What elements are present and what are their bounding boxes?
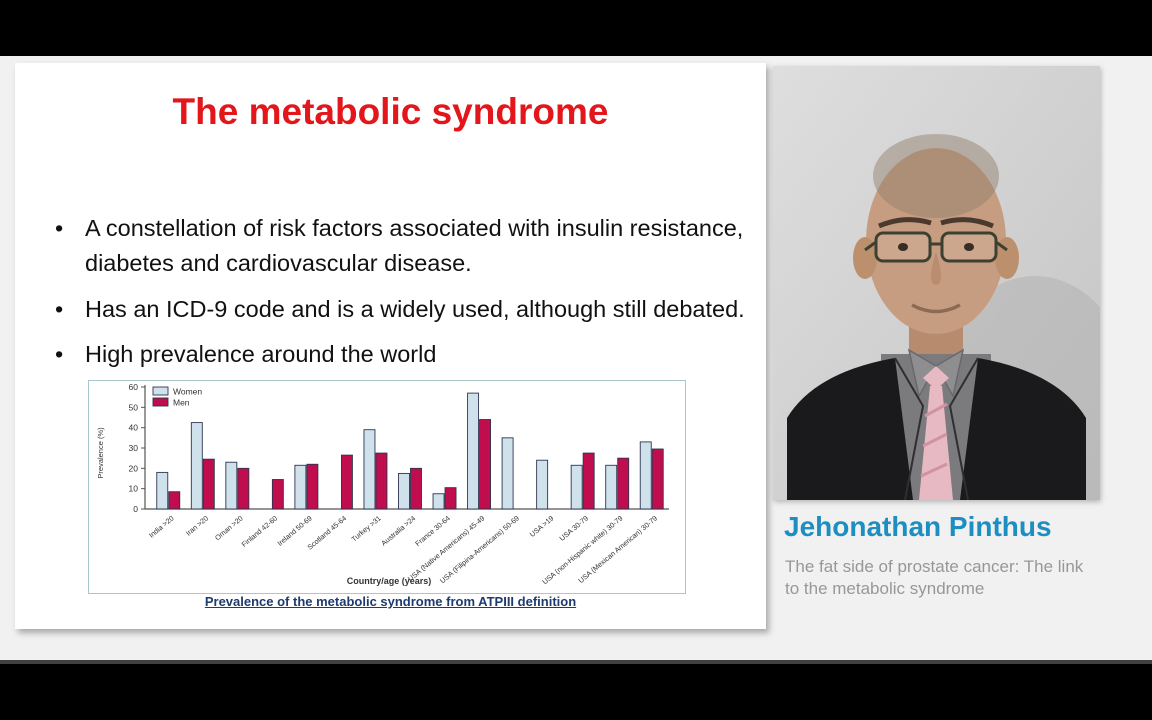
svg-text:50: 50 <box>129 402 139 412</box>
bottom-divider <box>0 660 1152 664</box>
presentation-slide: The metabolic syndrome A constellation o… <box>15 63 766 629</box>
bar-chart: 0 10 20 30 40 50 60 Prevalence (%) India >20 Iran… <box>96 382 669 586</box>
svg-text:0: 0 <box>133 504 138 514</box>
top-letterbox-bar <box>0 0 1152 56</box>
bullet-item: High prevalence around the world <box>53 337 745 373</box>
slide-title: The metabolic syndrome <box>172 91 609 132</box>
portrait-illustration <box>773 66 1135 536</box>
svg-text:10: 10 <box>129 484 139 494</box>
svg-text:India >20: India >20 <box>147 514 176 540</box>
svg-text:60: 60 <box>129 382 139 392</box>
bullet-list: A constellation of risk factors associat… <box>53 211 745 382</box>
bullet-item: A constellation of risk factors associat… <box>53 211 745 282</box>
bullet-item: Has an ICD-9 code and is a widely used, … <box>53 292 745 328</box>
svg-text:Australia >24: Australia >24 <box>379 514 417 548</box>
svg-text:USA 30-79: USA 30-79 <box>558 514 590 543</box>
chart-caption: Prevalence of the metabolic syndrome fro… <box>204 594 577 609</box>
svg-text:30: 30 <box>129 443 139 453</box>
svg-text:Women: Women <box>173 387 202 397</box>
svg-text:20: 20 <box>129 463 139 473</box>
bottom-letterbox-bar <box>0 664 1152 720</box>
svg-text:40: 40 <box>129 423 139 433</box>
svg-text:Country/age (years): Country/age (years) <box>347 576 432 586</box>
svg-text:Finland 42-60: Finland 42-60 <box>240 514 279 549</box>
svg-text:Turkey >31: Turkey >31 <box>349 514 382 544</box>
metabolic-prevalence-chart: 0 10 20 30 40 50 60 Prevalence (%) India >20 Iran… <box>88 380 686 594</box>
svg-text:Men: Men <box>173 398 190 408</box>
talk-title: The fat side of prostate cancer: The lin… <box>785 556 1115 601</box>
talk-title-line: to the metabolic syndrome <box>785 579 985 599</box>
speaker-name: Jehonathan Pinthus <box>784 511 1052 542</box>
svg-text:Prevalence (%): Prevalence (%) <box>96 427 105 479</box>
svg-text:Iran >20: Iran >20 <box>184 514 210 538</box>
svg-text:USA >19: USA >19 <box>528 514 556 539</box>
talk-title-line: The fat side of prostate cancer: The lin… <box>785 557 1084 576</box>
speaker-photo <box>773 66 1135 536</box>
svg-text:Oman >20: Oman >20 <box>213 514 245 543</box>
